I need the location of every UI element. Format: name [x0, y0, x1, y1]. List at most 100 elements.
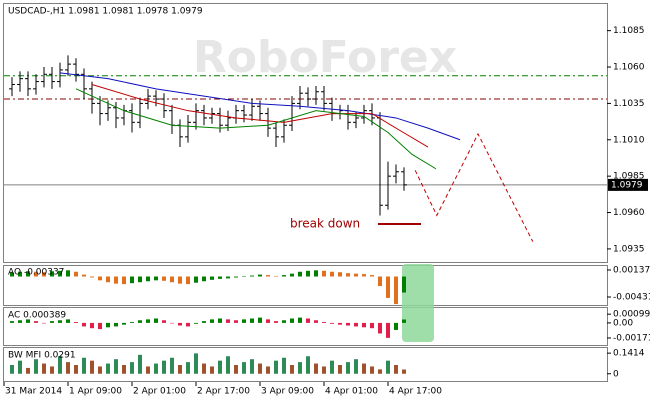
bar [97, 96, 103, 126]
histogram-bar [66, 319, 70, 323]
histogram-bar [202, 363, 206, 374]
histogram-bar [178, 322, 182, 326]
histogram-bar [218, 318, 222, 323]
histogram-bar [26, 367, 30, 374]
histogram-bar [146, 276, 150, 282]
bar [9, 77, 15, 97]
histogram-bar [322, 366, 326, 374]
histogram-bar [386, 276, 390, 298]
histogram-bar [42, 363, 46, 374]
histogram-bar [90, 276, 94, 278]
histogram-bar [226, 276, 230, 279]
histogram-bar [50, 366, 54, 374]
histogram-bar [106, 363, 110, 374]
histogram-bar [218, 276, 222, 279]
histogram-bar [18, 360, 22, 374]
bar [57, 62, 63, 88]
histogram-bar [314, 270, 318, 277]
indicator-label: AO -0.00337 [8, 268, 64, 278]
histogram-bar [354, 273, 358, 277]
histogram-bar [82, 357, 86, 374]
histogram-bar [186, 362, 190, 374]
histogram-bar [242, 362, 246, 374]
histogram-bar [234, 320, 238, 323]
histogram-bar [58, 356, 62, 374]
histogram-bar [210, 276, 214, 280]
histogram-bar [322, 270, 326, 277]
histogram-bar [242, 276, 246, 278]
histogram-bar [82, 322, 86, 327]
histogram-bar [258, 274, 262, 277]
histogram-bar [346, 273, 350, 277]
bar [17, 71, 23, 92]
histogram-bar [58, 270, 62, 277]
bar [65, 55, 71, 76]
histogram-bar [58, 320, 62, 323]
histogram-bar [330, 271, 334, 277]
histogram-bar [314, 320, 318, 323]
x-tick-label: 4 Apr 01:00 [325, 387, 378, 397]
histogram-bar [354, 322, 358, 327]
histogram-bar [322, 322, 326, 323]
histogram-bar [138, 320, 142, 323]
histogram-bar [258, 363, 262, 374]
bar [321, 85, 327, 111]
histogram-bar [250, 275, 254, 277]
y-tick-label: -0.00431 [613, 293, 650, 303]
histogram-bar [10, 365, 14, 374]
histogram-bar [282, 357, 286, 374]
bar [265, 107, 271, 137]
histogram-bar [114, 276, 118, 284]
histogram-bar [74, 322, 78, 323]
histogram-bar [130, 322, 134, 323]
histogram-bar [194, 276, 198, 283]
bar [153, 90, 159, 107]
bar [281, 119, 287, 143]
x-tick-label: 1 Apr 09:00 [69, 387, 122, 397]
bar [401, 167, 407, 191]
histogram-bar [146, 319, 150, 323]
histogram-bar [26, 271, 30, 277]
histogram-bar [138, 354, 142, 374]
bar [201, 104, 207, 126]
histogram-bar [114, 322, 118, 327]
histogram-bar [402, 276, 406, 293]
moving-average [75, 88, 437, 170]
bar [209, 107, 215, 124]
y-tick-label: 0.00137 [613, 265, 650, 275]
histogram-bar [394, 276, 398, 305]
histogram-bar [170, 276, 174, 283]
histogram-bar [218, 360, 222, 374]
histogram-bar [10, 321, 14, 323]
histogram-bar [34, 359, 38, 374]
x-tick-label: 3 Apr 09:00 [261, 387, 314, 397]
histogram-bar [290, 273, 294, 277]
histogram-bar [258, 317, 262, 323]
bar [393, 164, 399, 184]
x-tick-label: 31 Mar 2014 [5, 387, 62, 397]
histogram-bar [122, 322, 126, 325]
histogram-bar [306, 270, 310, 277]
bar [289, 96, 295, 132]
histogram-bar [298, 271, 302, 277]
watermark: RoboForex [193, 32, 457, 83]
histogram-bar [82, 274, 86, 277]
annotation: break down [290, 217, 360, 231]
bar [385, 161, 391, 210]
bar [161, 93, 167, 118]
x-tick-label: 2 Apr 17:00 [197, 387, 250, 397]
bar [129, 103, 135, 133]
highlight-box [402, 264, 434, 342]
bar [89, 81, 95, 114]
histogram-bar [386, 360, 390, 374]
histogram-bar [138, 276, 142, 283]
histogram-bar [98, 322, 102, 330]
histogram-bar [122, 365, 126, 374]
histogram-bar [338, 272, 342, 277]
bar [25, 71, 31, 97]
histogram-bar [210, 366, 214, 374]
bar [145, 88, 151, 110]
histogram-bar [122, 276, 126, 285]
histogram-bar [282, 275, 286, 277]
